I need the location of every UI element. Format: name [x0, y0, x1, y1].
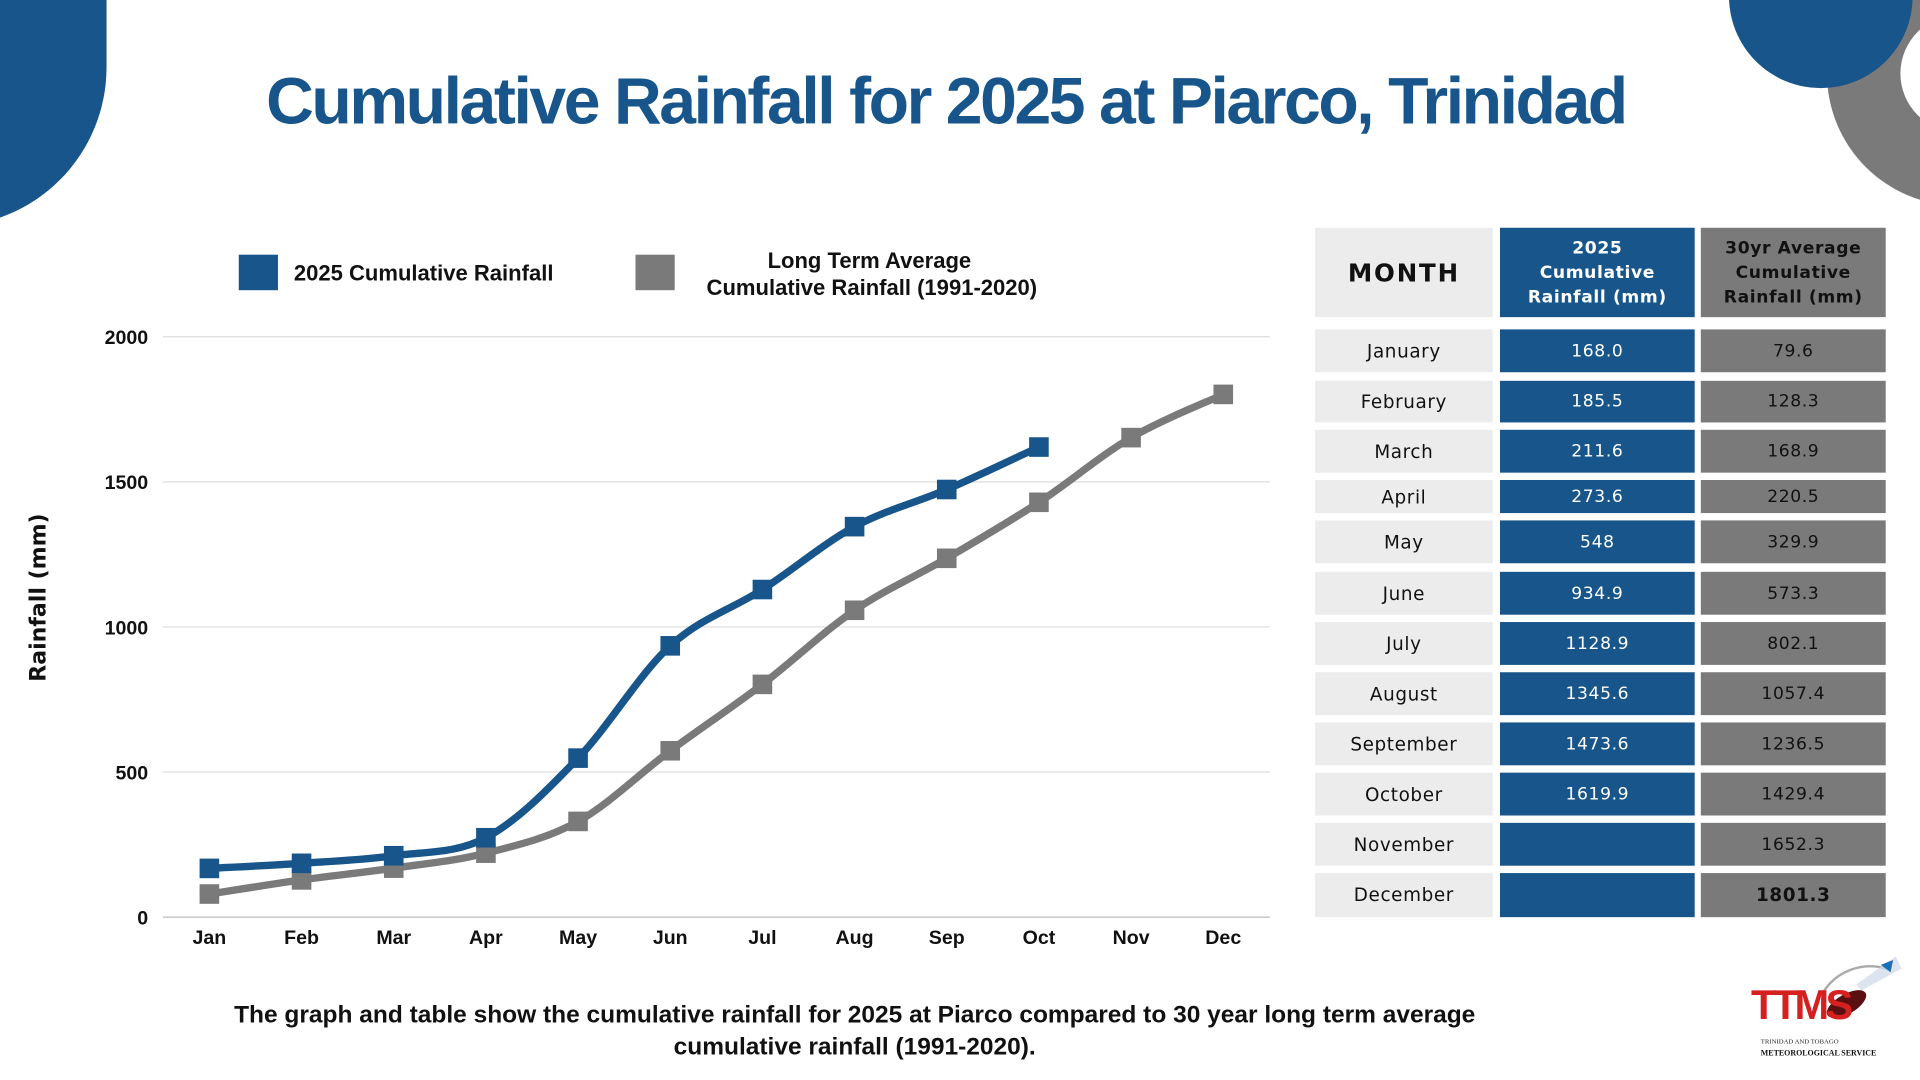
cell-month: July — [1315, 622, 1493, 665]
data-point-2025 — [476, 827, 496, 848]
cell-average: 1236.5 — [1700, 722, 1886, 766]
data-point-2025 — [1029, 437, 1049, 457]
legend-label-2025: 2025 Cumulative Rainfall — [294, 260, 554, 285]
cell-2025: 211.6 — [1500, 429, 1695, 473]
cell-average: 1429.4 — [1700, 772, 1886, 816]
data-point-2025 — [383, 845, 404, 866]
y-tick-label: 1500 — [105, 472, 149, 494]
cell-2025: 1473.6 — [1500, 722, 1695, 766]
cell-2025: 273.6 — [1500, 480, 1695, 514]
cell-2025: 168.0 — [1500, 329, 1695, 373]
cell-2025: 934.9 — [1500, 571, 1695, 615]
cell-2025: 548 — [1500, 520, 1695, 564]
data-point-2025 — [660, 636, 681, 656]
data-point-2025 — [199, 858, 220, 879]
header-month: MONTH — [1315, 227, 1493, 318]
x-tick-label: Oct — [1023, 927, 1056, 949]
cell-month: March — [1315, 429, 1493, 473]
x-tick-label: Dec — [1205, 927, 1241, 949]
x-tick-label: Aug — [836, 927, 874, 949]
data-point-2025 — [936, 479, 957, 500]
legend-label-average-line2: Cumulative Rainfall (1991-2020) — [707, 275, 1038, 300]
footer-caption: The graph and table show the cumulative … — [49, 999, 1660, 1063]
cell-month: October — [1315, 772, 1493, 816]
cell-average: 168.9 — [1700, 429, 1886, 473]
header-average: 30yr Average Cumulative Rainfall (mm) — [1700, 227, 1886, 318]
data-point-average — [199, 884, 220, 904]
x-tick-label: Feb — [284, 927, 319, 949]
x-tick-label: Jul — [748, 927, 776, 949]
data-point-average — [752, 674, 773, 695]
cell-average: 79.6 — [1700, 329, 1886, 373]
cell-month: May — [1315, 520, 1493, 564]
x-tick-label: Nov — [1113, 927, 1150, 949]
x-tick-label: Jan — [193, 927, 227, 949]
cell-month: February — [1315, 380, 1493, 423]
cell-month: September — [1315, 722, 1493, 766]
data-point-average — [476, 843, 496, 863]
line-chart: 0 500 1000 1500 2000 Jan Feb Mar Apr May Jun Jul Aug… — [26, 248, 1270, 949]
y-tick-label: 1000 — [105, 617, 149, 639]
x-tick-label: Jun — [653, 927, 688, 949]
cell-average: 1801.3 — [1700, 873, 1886, 918]
legend-swatch-2025 — [238, 254, 278, 291]
cell-average: 1652.3 — [1700, 822, 1886, 866]
cell-month: December — [1315, 873, 1493, 918]
data-point-2025 — [752, 579, 773, 600]
cell-average: 802.1 — [1700, 622, 1886, 665]
logo-sub1: TRINIDAD AND TOBAGO — [1761, 1038, 1839, 1045]
cell-average: 1057.4 — [1700, 672, 1886, 716]
cell-month: January — [1315, 329, 1493, 373]
legend-label-average-line1: Long Term Average — [768, 248, 972, 273]
ttms-logo: TTMS TRINIDAD AND TOBAGO METEOROLOGICAL … — [1751, 956, 1902, 1058]
data-point-average — [1121, 427, 1141, 448]
cell-average: 329.9 — [1700, 520, 1886, 564]
series-line-2025 — [209, 443, 1041, 873]
cell-month: August — [1315, 672, 1493, 716]
series-line-average — [208, 391, 1225, 898]
cell-average: 220.5 — [1700, 480, 1886, 514]
data-point-2025 — [291, 853, 312, 874]
y-tick-label: 500 — [115, 762, 148, 784]
header-2025: 2025 Cumulative Rainfall (mm) — [1500, 227, 1695, 318]
data-point-2025 — [568, 748, 588, 768]
logo-text: TTMS — [1751, 981, 1853, 1028]
cell-2025: 1619.9 — [1500, 772, 1695, 816]
y-tick-label: 2000 — [105, 327, 149, 349]
cell-2025 — [1500, 822, 1695, 866]
page-title: Cumulative Rainfall for 2025 at Piarco, … — [266, 64, 1628, 139]
footer-line-2: cumulative rainfall (1991-2020). — [673, 1033, 1036, 1061]
logo-sub2: METEOROLOGICAL SERVICE — [1761, 1049, 1877, 1058]
data-point-average — [660, 740, 681, 761]
y-axis-label: Rainfall (mm) — [26, 513, 51, 681]
x-tick-label: Apr — [469, 927, 503, 949]
legend-swatch-average — [635, 254, 675, 291]
cell-month: April — [1315, 480, 1493, 514]
cell-month: November — [1315, 822, 1493, 866]
data-point-average — [844, 600, 865, 621]
data-point-average — [291, 870, 312, 890]
cell-average: 128.3 — [1700, 380, 1886, 423]
cell-2025: 1128.9 — [1500, 622, 1695, 665]
cell-2025: 1345.6 — [1500, 672, 1695, 716]
data-point-average — [568, 811, 588, 832]
x-tick-label: Sep — [929, 927, 965, 949]
cell-month: June — [1315, 571, 1493, 615]
cell-2025 — [1500, 873, 1695, 918]
data-point-average — [936, 548, 957, 569]
cell-2025: 185.5 — [1500, 380, 1695, 423]
x-tick-label: May — [559, 927, 597, 949]
y-tick-label: 0 — [137, 907, 148, 929]
data-point-2025 — [844, 516, 865, 537]
footer-line-1: The graph and table show the cumulative … — [234, 1001, 1476, 1029]
data-point-average — [1029, 492, 1049, 513]
cell-average: 573.3 — [1700, 571, 1886, 615]
x-tick-label: Mar — [376, 927, 411, 949]
data-point-average — [1213, 384, 1234, 405]
